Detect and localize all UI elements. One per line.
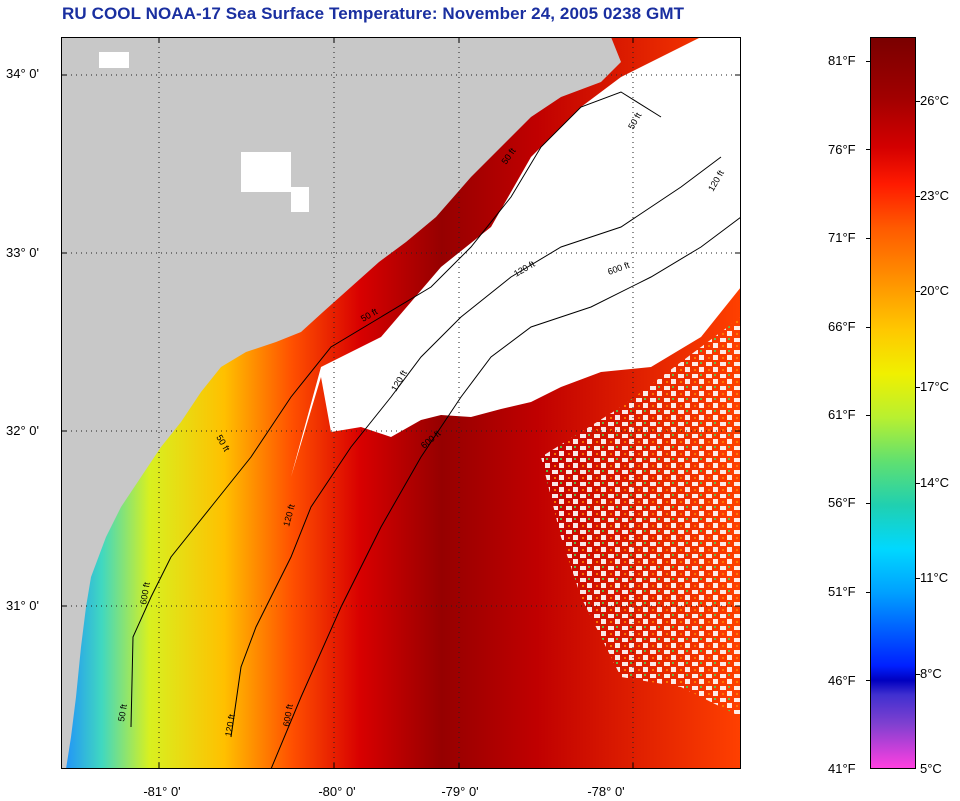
colorbar-tick [916,196,920,197]
colorbar-f-label: 71°F [828,230,856,245]
colorbar-tick [916,578,920,579]
lon-label-80: -80° 0' [318,784,356,799]
contour-label: 120 ft [223,713,237,737]
colorbar-tick [866,61,870,62]
colorbar-tick [916,483,920,484]
contour-50ft [130,91,662,728]
contour-120ft [230,156,722,738]
colorbar-tick [866,503,870,504]
lon-label-81: -81° 0' [143,784,181,799]
colorbar-tick [916,674,920,675]
contour-label: 600 ft [281,703,295,727]
lat-label-33: 33° 0' [6,245,39,260]
colorbar-f-label: 66°F [828,319,856,334]
frame-ticks [61,37,741,769]
sst-map-canvas: 50 ft 50 ft 50 ft 50 ft 50 ft 120 ft 120… [61,37,741,769]
contour-label: 600 ft [138,581,152,605]
colorbar-c-label: 17°C [920,379,950,394]
inland-water-patches [99,52,309,212]
colorbar-tick [866,327,870,328]
colorbar-c-label: 26°C [920,93,950,108]
colorbar-tick [916,387,920,388]
map-title: RU COOL NOAA-17 Sea Surface Temperature:… [62,4,685,23]
colorbar-tick [916,291,920,292]
land-mass [61,37,621,769]
contour-600ft [270,216,741,769]
lat-label-34: 34° 0' [6,66,39,81]
colorbar-f-label: 41°F [828,761,856,776]
colorbar-tick [916,101,920,102]
colorbar-tick [866,238,870,239]
colorbar-c-label: 8°C [920,666,942,681]
temperature-colorbar [870,37,916,769]
colorbar-f-label: 51°F [828,584,856,599]
colorbar-f-label: 56°F [828,495,856,510]
cloud-mask-northeast [291,37,741,477]
sst-map: 50 ft 50 ft 50 ft 50 ft 50 ft 120 ft 120… [61,37,741,769]
colorbar-f-label: 76°F [828,142,856,157]
lon-label-78: -78° 0' [587,784,625,799]
colorbar-tick [866,592,870,593]
colorbar-c-label: 20°C [920,283,950,298]
colorbar-c-label: 5°C [920,761,942,776]
colorbar-f-label: 46°F [828,673,856,688]
colorbar-tick [866,415,870,416]
colorbar-tick [866,680,870,681]
map-border [61,37,741,769]
colorbar-c-label: 11°C [920,570,949,585]
colorbar-f-label: 61°F [828,407,856,422]
bathymetry-contours [130,91,741,769]
lon-label-79: -79° 0' [441,784,479,799]
cloud-speckle-east [541,317,741,717]
colorbar-c-label: 23°C [920,188,950,203]
contour-label: 50 ft [116,703,129,722]
colorbar-f-label: 81°F [828,53,856,68]
graticule [61,37,741,769]
lat-label-32: 32° 0' [6,423,39,438]
colorbar-tick [866,149,870,150]
lat-label-31: 31° 0' [6,598,39,613]
colorbar-c-label: 14°C [920,475,950,490]
